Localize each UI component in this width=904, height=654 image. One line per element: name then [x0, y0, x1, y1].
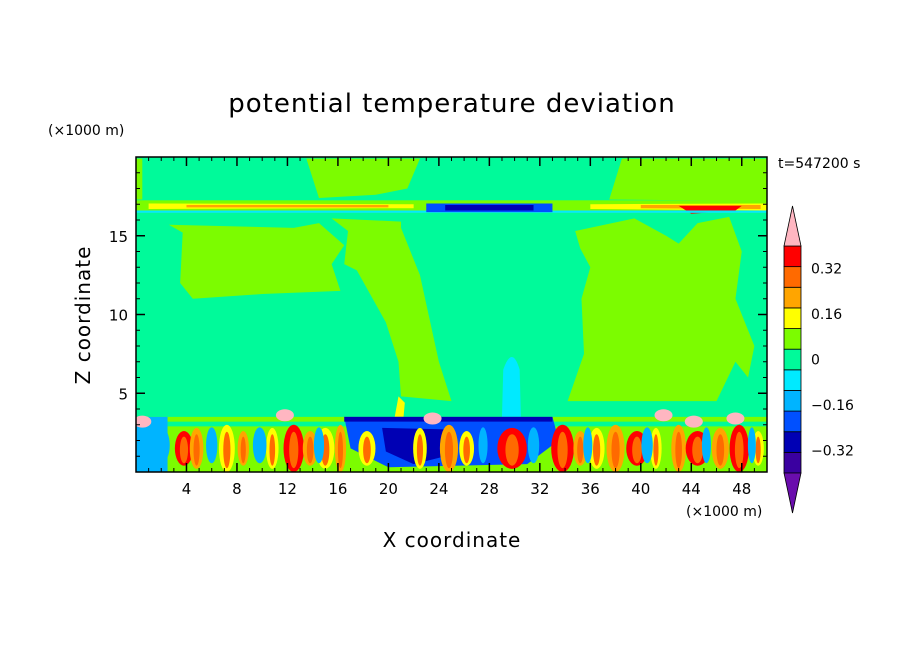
- colorbar-min-triangle: [783, 472, 802, 514]
- colorbar-segment: [783, 431, 802, 453]
- x-tick-label: 40: [631, 480, 650, 498]
- chart-title: potential temperature deviation: [228, 89, 675, 119]
- convective-plume-core: [363, 436, 371, 464]
- warm-spot: [394, 396, 405, 417]
- colorbar-tick-label: 0.16: [811, 307, 842, 323]
- x-tick-label: 32: [530, 480, 549, 498]
- convective-plume-core: [577, 436, 584, 464]
- x-tick-label: 28: [480, 480, 499, 498]
- convective-plume-core: [416, 434, 424, 466]
- colorbar-segment: [783, 369, 802, 391]
- x-tick-label: 48: [732, 480, 751, 498]
- warm-cap: [726, 412, 745, 425]
- cool-plume: [501, 357, 521, 417]
- cool-cell: [701, 427, 711, 464]
- convective-plume-core: [240, 436, 246, 464]
- colorbar-tick-label: 0: [811, 353, 820, 369]
- convective-plume-core: [306, 436, 314, 464]
- cool-cell: [206, 427, 218, 464]
- colorbar-segment: [783, 328, 802, 350]
- x-unit-label: (×1000 m): [686, 504, 762, 520]
- convective-plume-core: [289, 431, 299, 469]
- x-tick-label: 4: [182, 480, 192, 498]
- convective-plume-core: [557, 431, 568, 469]
- convective-plume-core: [734, 431, 744, 469]
- colorbar-segment: [783, 266, 802, 288]
- convective-plume-core: [593, 434, 601, 466]
- y-tick-label: 10: [109, 307, 128, 325]
- cool-cell: [152, 427, 170, 464]
- colorbar-tick-label: −0.32: [811, 443, 854, 459]
- warm-region-edge: [136, 158, 143, 200]
- colorbar-segment: [783, 348, 802, 371]
- colorbar-segment: [783, 390, 802, 412]
- convective-plume-core: [692, 436, 703, 464]
- x-tick-label: 44: [682, 480, 701, 498]
- colorbar-segment: [783, 286, 802, 309]
- colorbar-tick-label: −0.16: [811, 398, 854, 414]
- x-tick-label: 16: [328, 480, 347, 498]
- y-tick-label: 5: [118, 385, 128, 403]
- upper-band-warm-left-core: [186, 205, 389, 208]
- x-tick-label: 8: [232, 480, 242, 498]
- colorbar: 0.32 0.16 0 −0.16 −0.32: [783, 205, 854, 514]
- cool-cell: [527, 427, 540, 464]
- convective-plume-core: [463, 436, 470, 464]
- convective-plume-core: [611, 431, 620, 469]
- colorbar-tick-label: 0.32: [811, 262, 842, 278]
- warm-cap: [654, 409, 673, 422]
- convective-plume-core: [193, 434, 200, 466]
- x-axis-label: X coordinate: [383, 528, 522, 552]
- convective-plume-core: [755, 436, 761, 464]
- colorbar-segment: [783, 245, 802, 268]
- x-axis: 4 8 12 16 20 24 28 32 36 40 44 48: [148, 157, 755, 498]
- colorbar-segment: [783, 451, 802, 474]
- convective-plume-core: [716, 434, 725, 466]
- cool-cell: [252, 427, 267, 464]
- y-unit-label: (×1000 m): [48, 123, 124, 139]
- warm-cap: [275, 409, 294, 422]
- warm-region-left: [168, 223, 345, 299]
- y-tick-label: 15: [109, 228, 128, 246]
- convective-plume-core: [269, 434, 276, 466]
- convective-plume-core: [632, 436, 642, 464]
- convective-plume-core: [179, 436, 189, 464]
- warm-cap: [684, 415, 703, 428]
- colorbar-segment: [783, 307, 802, 329]
- bl-inversion: [344, 416, 553, 422]
- cool-cell: [583, 427, 593, 464]
- convective-plume-core: [505, 434, 519, 466]
- y-axis-label: Z coordinate: [71, 246, 95, 385]
- y-axis: 5 10 15: [109, 172, 767, 457]
- warm-region-top-right: [609, 158, 767, 202]
- colorbar-max-triangle: [783, 205, 802, 247]
- cool-cell: [747, 427, 756, 464]
- convective-plume-core: [223, 431, 231, 469]
- warm-region-right: [567, 216, 755, 402]
- time-label: t=547200 s: [778, 156, 860, 172]
- cool-cell: [478, 427, 488, 464]
- convective-plume-core: [653, 434, 659, 466]
- x-tick-label: 24: [429, 480, 448, 498]
- convective-plume-core: [337, 431, 343, 469]
- plot-area: [136, 157, 767, 472]
- warm-cap: [423, 412, 442, 425]
- x-tick-label: 20: [379, 480, 398, 498]
- x-tick-label: 36: [581, 480, 600, 498]
- colorbar-segment: [783, 410, 802, 433]
- cool-cell: [641, 427, 653, 464]
- convective-plume-core: [675, 431, 682, 469]
- warm-region-center: [331, 218, 452, 402]
- warm-region-top: [306, 158, 420, 198]
- cold-band-core: [445, 205, 534, 211]
- convective-plume-core: [444, 431, 454, 469]
- cool-cell: [313, 427, 325, 464]
- x-tick-label: 12: [278, 480, 297, 498]
